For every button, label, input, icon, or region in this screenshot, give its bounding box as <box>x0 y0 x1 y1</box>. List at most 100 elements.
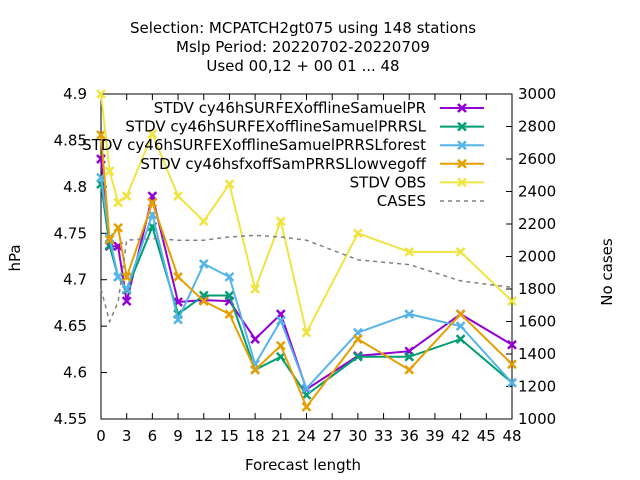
series-4-point <box>104 166 115 176</box>
series-layer <box>96 89 517 412</box>
x-tick-label: 6 <box>148 427 158 445</box>
y2-axis-label: No cases <box>598 238 616 306</box>
x-tick-label: 18 <box>246 427 265 445</box>
series-3-point <box>96 129 106 140</box>
y-tick-label: 4.75 <box>54 224 87 242</box>
y2-tick-label: 1800 <box>518 280 556 298</box>
y2-tick-label: 2000 <box>518 248 556 266</box>
x-tick-label: 36 <box>400 427 419 445</box>
x-tick-label: 33 <box>374 427 393 445</box>
legend-label-5: CASES <box>377 192 426 210</box>
chart-title: Selection: MCPATCH2gt075 using 148 stati… <box>130 19 476 75</box>
title-line-1: Selection: MCPATCH2gt075 using 148 stati… <box>130 19 476 37</box>
x-tick-label: 48 <box>502 427 521 445</box>
series-2-point <box>224 272 235 282</box>
series-4-point <box>96 89 106 99</box>
x-tick-label: 21 <box>271 427 290 445</box>
series-3-point <box>250 364 261 375</box>
series-3-point <box>507 359 517 370</box>
series-3-point <box>173 272 183 282</box>
series-4-point <box>147 129 158 139</box>
x-tick-label: 0 <box>96 427 106 445</box>
y2-tick-label: 2200 <box>518 215 556 233</box>
series-4-point <box>455 246 466 257</box>
y-tick-label: 4.85 <box>54 131 87 149</box>
x-tick-label: 9 <box>173 427 183 445</box>
series-2-point <box>198 259 209 269</box>
series-1-point <box>404 351 415 362</box>
x-axis-label: Forecast length <box>245 456 361 474</box>
series-4-point <box>301 327 312 338</box>
series-2-point <box>173 314 183 325</box>
series-3-point <box>104 234 115 245</box>
title-line-2: Mslp Period: 20220702-20220709 <box>176 38 430 56</box>
legend-marker-4 <box>457 177 467 188</box>
x-tick-label: 30 <box>348 427 367 445</box>
x-tick-label: 12 <box>194 427 213 445</box>
y2-tick-label: 1600 <box>518 313 556 331</box>
y-tick-label: 4.8 <box>63 178 87 196</box>
y2-tick-label: 1000 <box>518 410 556 428</box>
series-1-point <box>352 351 363 362</box>
legend-marker-3 <box>457 158 467 169</box>
series-line-0 <box>100 158 513 391</box>
series-3-point <box>113 222 124 233</box>
y-tick-label: 4.9 <box>63 85 87 103</box>
y-tick-label: 4.7 <box>63 271 87 289</box>
series-4-point <box>250 284 261 294</box>
series-4-point <box>173 191 183 202</box>
x-tick-label: 3 <box>122 427 132 445</box>
legend-label-1: STDV cy46hSURFEXofflineSamuelPRRSL <box>125 118 426 136</box>
series-3-point <box>404 364 415 375</box>
series-3-point <box>455 309 466 319</box>
series-3-point <box>121 272 132 282</box>
series-4-point <box>113 197 124 208</box>
x-tick-label: 39 <box>425 427 444 445</box>
legend-label-3: STDV cy46hsfxoffSamPRRSLlowvegoff <box>140 155 426 173</box>
x-tick-label: 24 <box>297 427 316 445</box>
series-line-5 <box>100 234 513 324</box>
y2-tick-label: 1400 <box>518 345 556 363</box>
y2-tick-label: 2400 <box>518 183 556 201</box>
series-1-point <box>455 334 466 345</box>
series-4-point <box>275 216 286 227</box>
x-tick-label: 27 <box>323 427 342 445</box>
series-4-point <box>198 216 209 227</box>
series-3-point <box>198 296 209 306</box>
series-2-point <box>455 321 466 332</box>
series-1-point <box>224 290 235 301</box>
legend-label-0: STDV cy46hSURFEXofflineSamuelPR <box>154 99 426 117</box>
series-line-3 <box>100 134 513 409</box>
x-tick-label: 42 <box>451 427 470 445</box>
series-4-point <box>507 296 517 306</box>
series-line-2 <box>100 177 513 391</box>
x-tick-label: 15 <box>220 427 239 445</box>
series-0-point <box>507 339 517 350</box>
series-3-point <box>275 340 286 351</box>
y2-tick-label: 2600 <box>518 150 556 168</box>
series-line-1 <box>100 183 513 397</box>
series-2-point <box>121 284 132 294</box>
series-3-point <box>224 309 235 319</box>
y2-tick-label: 3000 <box>518 85 556 103</box>
y-axis-label: hPa <box>6 244 24 271</box>
series-3-point <box>352 334 363 345</box>
series-2-point <box>113 272 124 282</box>
legend-label-2: STDV cy46hSURFEXofflineSamuelPRRSLforest <box>82 136 426 154</box>
y-tick-label: 4.55 <box>54 410 87 428</box>
legend-marker-2 <box>457 140 467 151</box>
x-tick-label: 45 <box>477 427 496 445</box>
series-2-point <box>275 315 286 326</box>
series-4-point <box>224 179 235 189</box>
series-2-point <box>404 309 415 319</box>
legend-marker-1 <box>457 121 467 132</box>
y-tick-label: 4.65 <box>54 317 87 335</box>
axis-ticks: 0 3 6 9 12 15 18 21 24 27 30 33 36 39 42 45 484.554.64.6… <box>54 85 557 445</box>
series-4-point <box>352 228 363 239</box>
series-2-point <box>301 383 312 394</box>
legend-marker-0 <box>457 103 467 113</box>
series-2-point <box>507 377 517 388</box>
y2-tick-label: 2800 <box>518 118 556 136</box>
